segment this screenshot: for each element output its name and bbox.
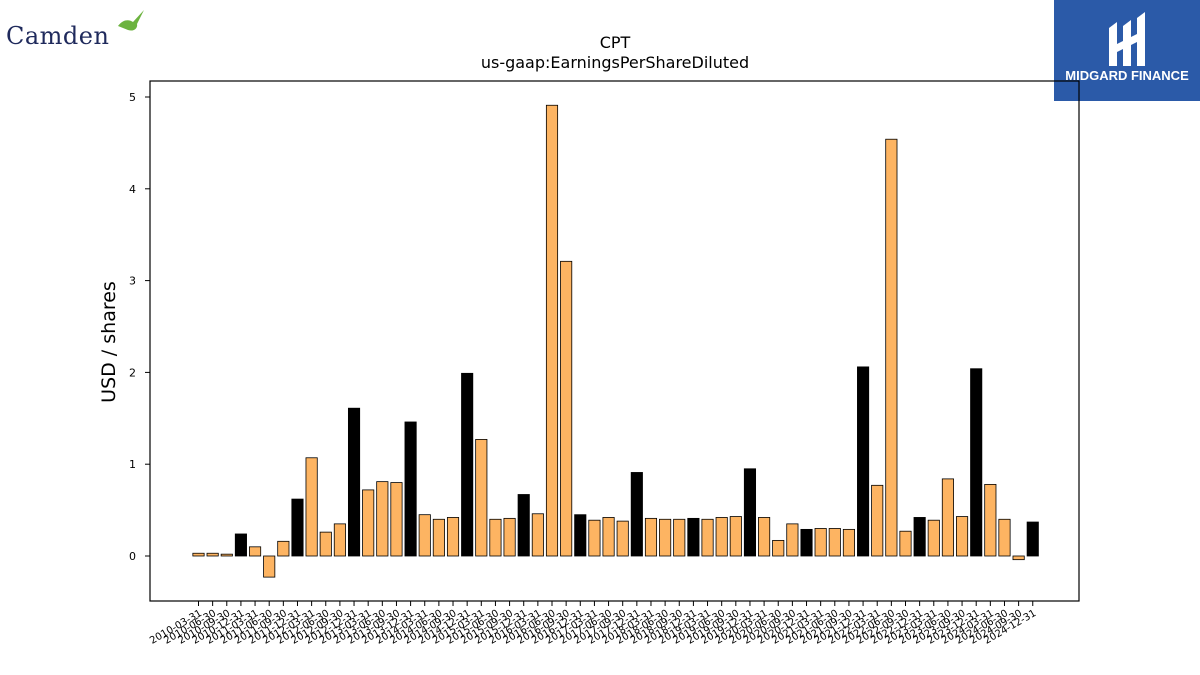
bar-2016-12-31 [574, 514, 587, 557]
bar-2023-09-30 [956, 516, 969, 557]
midgard-finance-logo: MIDGARD FINANCE [1054, 0, 1200, 101]
bar-2012-12-31 [347, 407, 361, 557]
bar-2021-06-30 [828, 528, 841, 557]
y-tick-label: 4 [129, 183, 136, 196]
bar-2017-12-31 [630, 472, 643, 557]
bar-2010-09-30 [220, 553, 233, 557]
bar-2015-12-31 [517, 494, 530, 557]
bar-2015-09-30 [503, 517, 516, 557]
bar-2018-12-31 [687, 517, 700, 557]
x-ticks-group: 2010-03-312010-06-302010-09-302010-12-31… [148, 601, 1038, 647]
bar-2018-09-30 [673, 518, 686, 557]
bar-2021-12-31 [857, 366, 870, 557]
bar-2023-06-30 [941, 478, 954, 557]
bar-2020-12-31 [800, 528, 813, 557]
bar-2024-06-30 [998, 518, 1011, 557]
bar-2017-03-31 [588, 519, 601, 557]
y-ticks-group: 0 1 2 3 4 5 [129, 91, 150, 563]
midgard-logo-text: MIDGARD FINANCE [1065, 68, 1189, 83]
chart-subtitle: us-gaap:EarningsPerShareDiluted [481, 53, 749, 72]
hummingbird-icon [118, 10, 144, 31]
bar-2014-06-30 [432, 518, 445, 557]
bar-2024-03-31 [984, 483, 997, 557]
bar-2011-06-30 [263, 555, 276, 578]
bar-2019-03-31 [701, 518, 714, 557]
bar-2013-06-30 [376, 481, 389, 557]
bar-2018-03-31 [644, 517, 658, 557]
bar-2019-06-30 [715, 517, 728, 557]
bar-2022-12-31 [913, 517, 926, 557]
bars-group [192, 104, 1039, 578]
y-tick-label: 1 [129, 458, 136, 471]
y-tick-label: 5 [129, 91, 136, 104]
chart-title: CPT [600, 33, 631, 52]
bar-2017-06-30 [602, 517, 615, 557]
bar-2014-03-31 [418, 514, 431, 557]
bar-2016-06-30 [545, 104, 559, 557]
bar-2013-03-31 [362, 489, 375, 557]
y-axis-label: USD / shares [98, 281, 120, 403]
bar-2024-09-30 [1012, 555, 1025, 561]
bar-2016-09-30 [560, 260, 573, 557]
bar-2020-03-31 [758, 517, 771, 557]
y-tick-label: 0 [129, 550, 136, 563]
y-tick-label: 3 [129, 275, 136, 288]
y-tick-label: 2 [129, 366, 136, 379]
bar-2014-09-30 [446, 517, 460, 557]
midgard-logo-mark-icon [1109, 12, 1145, 66]
bar-2011-09-30 [277, 540, 290, 557]
bar-2011-03-31 [249, 546, 262, 557]
bar-2023-12-31 [970, 368, 983, 557]
bar-2020-06-30 [772, 539, 785, 557]
bar-2022-03-31 [871, 484, 884, 557]
bar-2012-03-31 [305, 457, 318, 557]
bar-2013-12-31 [404, 421, 417, 557]
bar-2010-12-31 [234, 533, 247, 557]
bar-2022-09-30 [899, 530, 912, 557]
camden-logo: Camden [6, 8, 146, 52]
bar-2012-09-30 [333, 523, 346, 557]
bar-2020-09-30 [786, 523, 799, 557]
bar-2011-12-31 [291, 498, 304, 557]
bar-2021-09-30 [842, 528, 855, 557]
bar-2019-09-30 [729, 516, 742, 557]
bar-2024-12-31 [1026, 521, 1039, 557]
bar-2017-09-30 [616, 520, 629, 557]
bar-2016-03-31 [531, 513, 544, 557]
bar-2010-03-31 [192, 552, 205, 557]
bar-2013-09-30 [390, 482, 403, 557]
bar-2015-06-30 [489, 518, 502, 557]
bar-2022-06-30 [885, 138, 898, 557]
bar-2014-12-31 [461, 372, 474, 557]
bar-2021-03-31 [814, 528, 827, 557]
bar-2018-06-30 [659, 518, 672, 557]
plot-frame [149, 80, 1080, 602]
bar-2010-06-30 [206, 552, 219, 557]
bar-2015-03-31 [475, 439, 488, 557]
bar-2023-03-31 [927, 519, 940, 557]
camden-logo-text: Camden [6, 22, 110, 50]
bar-2019-12-31 [743, 468, 757, 557]
bar-2012-06-30 [319, 531, 332, 557]
